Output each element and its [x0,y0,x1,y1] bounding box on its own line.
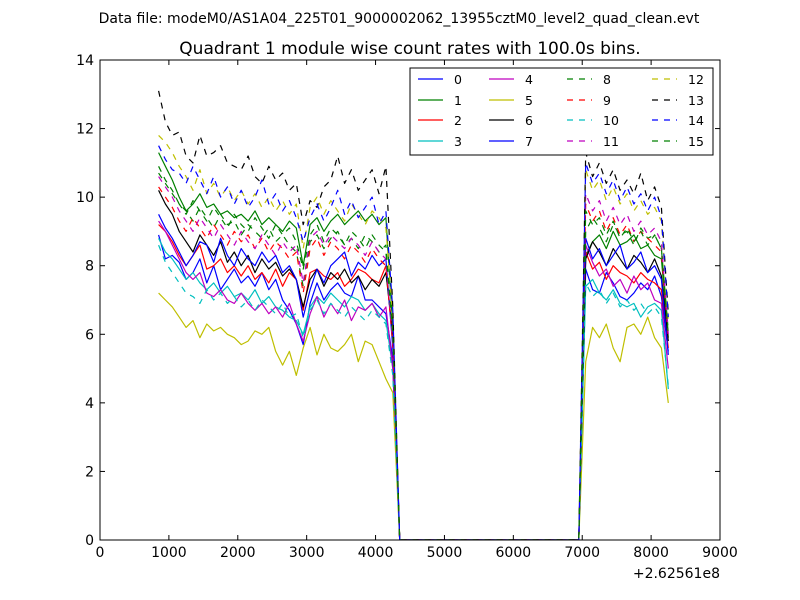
series-line-5 [158,292,669,540]
axis-ticks: 0 1000 2000 3000 4000 5000 6000 7000 8000 9000 0 2 4… [76,53,738,561]
x-tick-label: 3000 [289,545,325,561]
series-line-11 [158,176,669,540]
legend-label-14: 14 [688,113,704,128]
y-tick-label: 0 [85,533,94,549]
plot-frame [99,59,721,541]
legend-label-6: 6 [525,113,533,128]
legend-frame [409,67,714,156]
legend-label-0: 0 [454,72,462,87]
legend-label-5: 5 [525,93,533,108]
x-tick-label: 4000 [358,545,394,561]
legend-label-13: 13 [688,93,704,108]
legend-label-1: 1 [454,93,462,108]
x-tick-label: 1000 [151,545,187,561]
x-tick-label: 8000 [633,545,669,561]
legend-label-3: 3 [454,134,462,149]
x-tick-label: 6000 [496,545,532,561]
series-line-8 [158,166,669,540]
series-line-7 [158,214,669,540]
y-tick-label: 6 [85,327,94,343]
legend-label-4: 4 [525,72,533,87]
x-offset-text: +2.62561e8 [633,566,720,582]
figure-suptitle: Data file: modeM0/AS1A04_225T01_90000020… [99,11,700,27]
series-line-14 [158,145,669,540]
chart-title: Quadrant 1 module wise count rates with … [179,39,640,59]
legend-label-10: 10 [603,113,619,128]
series-line-13 [158,90,669,540]
x-tick-label: 9000 [702,545,738,561]
y-tick-label: 10 [76,190,94,206]
x-tick-label: 2000 [220,545,256,561]
y-tick-label: 12 [76,122,94,138]
x-tick-label: 0 [96,545,105,561]
series-line-2 [158,224,669,540]
series-line-9 [158,186,669,540]
legend-label-12: 12 [688,72,704,87]
series-line-0 [158,234,669,540]
x-tick-label: 7000 [564,545,600,561]
series-line-1 [158,152,669,540]
legend-label-2: 2 [454,113,462,128]
legend-label-11: 11 [603,134,619,149]
series-line-4 [158,220,669,540]
series-layer [158,90,669,540]
series-line-6 [158,190,669,540]
legend-label-15: 15 [688,134,704,149]
y-tick-label: 8 [85,259,94,275]
legend-label-9: 9 [603,93,611,108]
series-line-3 [158,238,669,540]
legend-label-8: 8 [603,72,611,87]
series-line-15 [158,172,669,540]
x-tick-label: 5000 [427,545,463,561]
y-tick-label: 2 [85,464,94,480]
y-tick-label: 14 [76,53,94,69]
y-tick-label: 4 [85,396,94,412]
legend-label-7: 7 [525,134,533,149]
